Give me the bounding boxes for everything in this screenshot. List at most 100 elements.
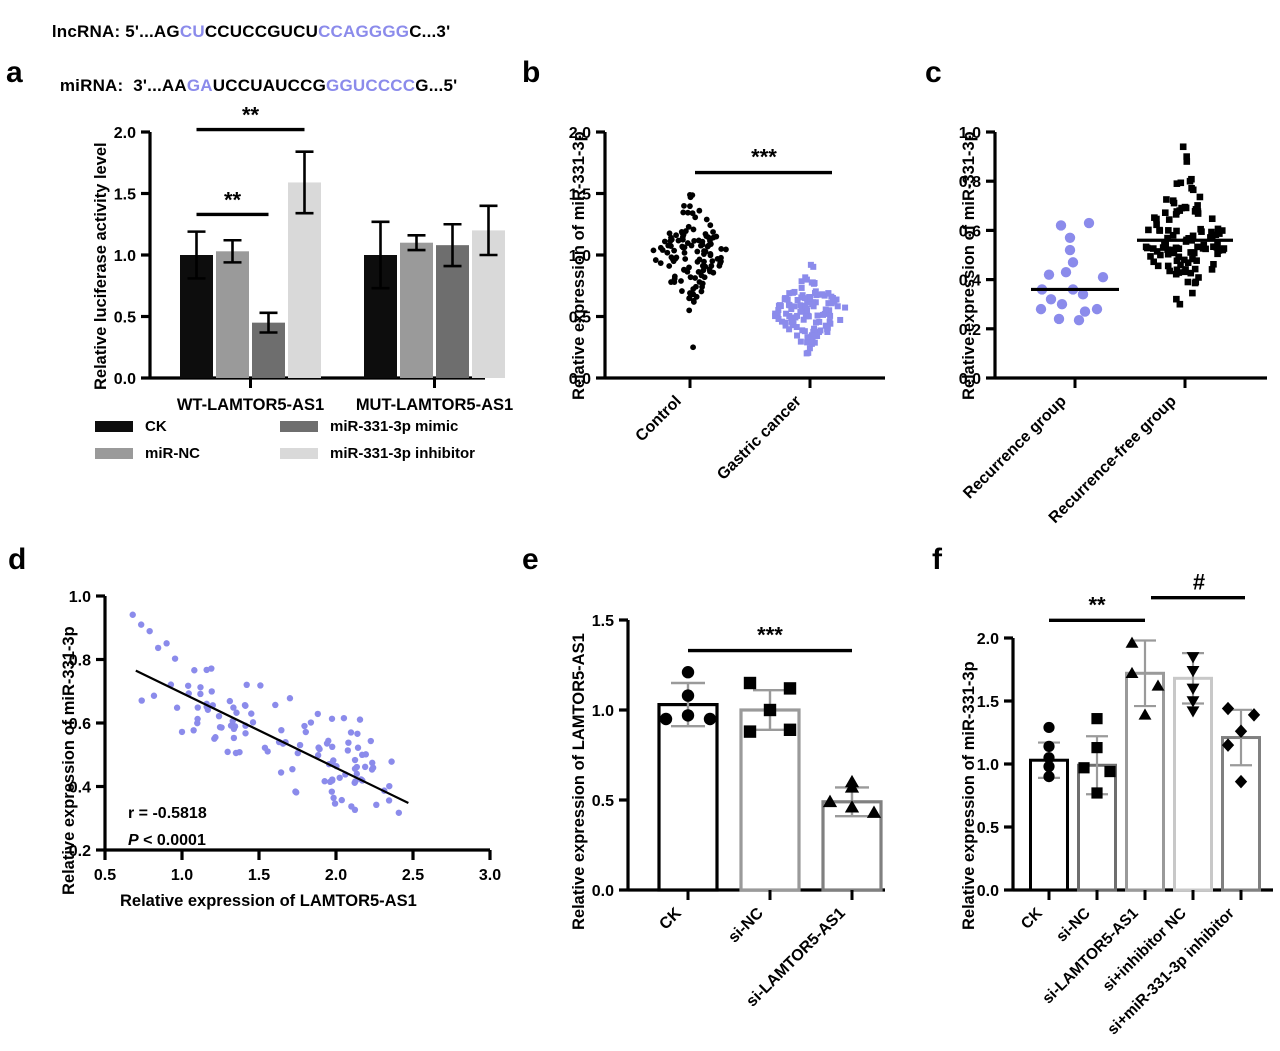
data-point [373, 801, 380, 809]
panel-b: Relative expression of miR-331-3p 0.0 0.5… [510, 90, 910, 510]
data-point [657, 244, 664, 251]
data-point [652, 257, 659, 263]
panel-letter-c: c [925, 56, 942, 89]
panel-d-stat-p: P < 0.0001 [128, 832, 206, 850]
data-point [330, 757, 337, 764]
data-point [171, 655, 179, 662]
data-point [1154, 262, 1162, 270]
data-point [694, 248, 701, 255]
data-point [798, 307, 805, 314]
data-point [1097, 271, 1109, 283]
data-point [289, 765, 296, 773]
data-point [1055, 220, 1067, 231]
data-point [807, 338, 814, 345]
y-tick-label: 0.2 [959, 322, 981, 339]
data-point [791, 288, 798, 295]
data-point [691, 237, 698, 244]
data-point [699, 238, 706, 245]
y-tick-label: 1.5 [977, 694, 999, 711]
data-point [690, 226, 697, 233]
y-tick-label: 2.0 [114, 125, 136, 142]
data-point [826, 307, 833, 314]
data-point [807, 295, 814, 302]
data-point [673, 232, 679, 239]
data-point [1170, 246, 1178, 254]
data-point [1091, 787, 1103, 799]
legend-item: CK [95, 418, 280, 435]
data-point [797, 338, 804, 345]
data-point [1188, 175, 1195, 183]
data-point [1043, 269, 1055, 280]
data-point [1091, 742, 1103, 754]
data-point [208, 688, 215, 695]
data-point [194, 704, 201, 711]
data-point [224, 748, 231, 756]
data-point [1173, 295, 1180, 303]
panel-d-xlabel: Relative expression of LAMTOR5-AS1 [120, 892, 417, 910]
data-point [154, 644, 162, 652]
data-point [1165, 227, 1172, 234]
data-point [812, 319, 819, 326]
data-point [866, 805, 882, 818]
significance-label: ** [1088, 592, 1106, 617]
data-point [810, 263, 817, 270]
data-point [791, 303, 798, 310]
bar [400, 242, 433, 378]
data-point [844, 800, 860, 813]
data-point [1195, 274, 1202, 281]
data-point [191, 667, 198, 674]
data-point [817, 327, 824, 334]
panel-letter-a: a [6, 56, 23, 89]
data-point [679, 230, 686, 236]
data-point [367, 737, 375, 745]
data-point [1218, 227, 1226, 234]
data-point [690, 299, 697, 305]
data-point [1173, 208, 1181, 215]
x-category-label: Control [633, 393, 685, 445]
legend-swatch [95, 448, 133, 459]
data-point [828, 293, 835, 300]
data-point [650, 247, 657, 254]
data-point [685, 223, 692, 230]
data-point [1064, 244, 1076, 256]
data-point [763, 703, 777, 717]
data-point [834, 303, 841, 310]
bar [288, 182, 321, 378]
data-point [242, 702, 249, 709]
data-point [1173, 180, 1181, 187]
data-point [1208, 266, 1216, 273]
data-point [1182, 204, 1190, 212]
data-point [708, 263, 715, 269]
significance-label: *** [751, 145, 777, 170]
data-point [798, 284, 805, 291]
data-point [197, 684, 204, 691]
regression-line [135, 669, 409, 804]
data-point [1208, 215, 1216, 223]
panel-d-stat-p-value: < 0.0001 [138, 832, 206, 849]
data-point [809, 301, 816, 308]
data-point [348, 803, 355, 810]
y-tick-label: 1.0 [592, 703, 614, 720]
data-point [1165, 216, 1173, 223]
data-point [301, 722, 308, 730]
data-point [1189, 232, 1197, 240]
data-point [701, 251, 707, 257]
data-point [781, 295, 788, 302]
data-point [286, 695, 294, 702]
bar [1173, 676, 1213, 892]
data-point [811, 290, 818, 297]
data-point [822, 306, 829, 313]
data-point [802, 311, 809, 318]
data-point [386, 782, 393, 790]
data-point [178, 728, 186, 736]
data-point [242, 730, 249, 737]
data-point [1214, 225, 1222, 233]
data-point [1198, 228, 1205, 235]
data-point [1175, 269, 1183, 276]
panel-d-stat-p-symbol: P [128, 832, 139, 849]
data-point [819, 291, 826, 298]
data-point [682, 256, 689, 262]
data-point [1214, 250, 1221, 258]
data-point [743, 725, 757, 738]
bar [657, 703, 719, 892]
